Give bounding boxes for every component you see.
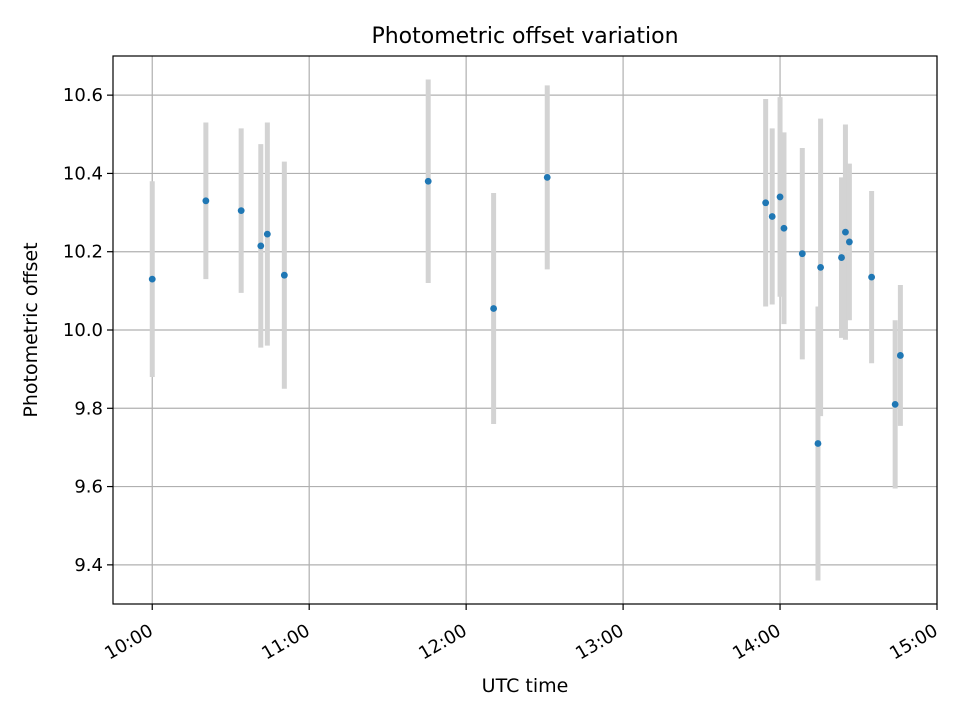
- y-tick-label: 10.4: [63, 163, 103, 184]
- chart-title: Photometric offset variation: [371, 24, 678, 49]
- data-point: [543, 173, 551, 181]
- y-tick-label: 10.0: [63, 320, 103, 341]
- x-tick-label: 14:00: [729, 620, 784, 664]
- y-tick-label: 9.4: [74, 555, 103, 576]
- data-point: [838, 254, 845, 261]
- data-point: [148, 275, 156, 283]
- y-tick-label: 10.6: [63, 85, 103, 106]
- data-point: [237, 207, 245, 215]
- data-point: [842, 228, 849, 236]
- data-point: [896, 352, 904, 359]
- x-axis-label: UTC time: [482, 675, 569, 697]
- x-tick-label: 12:00: [415, 620, 470, 664]
- x-tick-label: 11:00: [258, 620, 313, 664]
- grid-layer: [113, 56, 938, 604]
- data-point: [762, 199, 770, 207]
- data-point: [780, 224, 788, 232]
- y-tick-label: 10.2: [63, 242, 103, 263]
- x-tick-label: 15:00: [886, 620, 941, 664]
- data-point: [490, 305, 498, 312]
- x-tick-label: 13:00: [572, 620, 627, 664]
- x-tick-label: 10:00: [101, 620, 156, 664]
- data-point: [776, 193, 784, 201]
- data-point: [891, 400, 899, 408]
- y-axis-label: Photometric offset: [20, 242, 42, 417]
- data-point: [280, 271, 288, 279]
- data-point: [798, 250, 806, 258]
- data-point: [845, 238, 853, 246]
- tick-layer: 10:00 11:00 12:00 13:00 14:00 15:00 9.4 9.6 9.8 1…: [63, 85, 942, 664]
- data-point: [202, 197, 210, 205]
- data-point: [814, 440, 822, 447]
- data-point: [817, 263, 824, 271]
- point-layer: [148, 173, 904, 447]
- data-point: [257, 242, 265, 250]
- data-point: [424, 177, 432, 185]
- data-point: [768, 213, 776, 220]
- data-point: [868, 273, 876, 281]
- data-point: [263, 230, 271, 238]
- y-tick-label: 9.8: [74, 398, 103, 419]
- y-tick-label: 9.6: [74, 477, 103, 498]
